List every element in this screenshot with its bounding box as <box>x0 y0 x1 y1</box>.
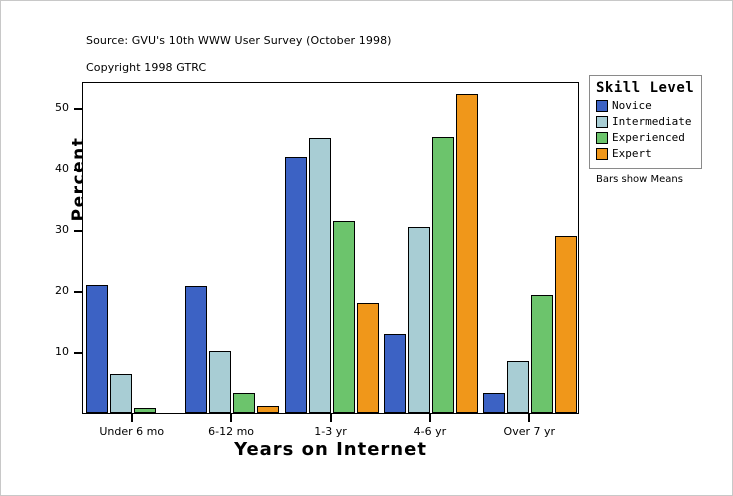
x-axis-tick-mark <box>130 414 133 422</box>
legend-label: Expert <box>612 147 652 160</box>
bar-intermediate-4-6-yr <box>407 227 430 413</box>
y-axis-tick-label: 40 <box>55 161 69 175</box>
bar-experienced-1-3-yr <box>332 220 355 413</box>
x-axis-tick-label: 6-12 mo <box>208 425 255 438</box>
bar-experienced-4-6-yr <box>431 137 454 413</box>
y-axis-tick-mark <box>74 168 82 171</box>
legend-item-intermediate: Intermediate <box>596 114 695 129</box>
legend-swatch-experienced <box>596 131 608 144</box>
bar-novice-over-7-yr <box>483 393 506 413</box>
x-axis-tick-label: 1-3 yr <box>314 425 347 438</box>
legend-label: Experienced <box>612 131 685 144</box>
x-axis-tick-mark <box>230 414 233 422</box>
y-axis-tick-mark <box>74 107 82 110</box>
x-axis-tick-mark <box>329 414 332 422</box>
x-axis-title: Years on Internet <box>234 439 427 460</box>
source-caption: Source: GVU's 10th WWW User Survey (Octo… <box>86 34 392 47</box>
plot-area <box>82 82 579 414</box>
y-axis-tick-mark <box>74 290 82 293</box>
plot-inner <box>83 83 578 413</box>
y-axis-tick-label: 10 <box>55 344 69 358</box>
legend-item-experienced: Experienced <box>596 130 695 145</box>
x-axis-tick-mark <box>528 414 531 422</box>
y-axis-tick-mark <box>74 229 82 232</box>
legend-label: Intermediate <box>612 115 692 128</box>
bar-novice-6-12-mo <box>185 286 208 413</box>
bar-intermediate-over-7-yr <box>507 361 530 413</box>
bar-experienced-over-7-yr <box>531 294 554 413</box>
legend-label: Novice <box>612 99 652 112</box>
legend-item-novice: Novice <box>596 98 695 113</box>
legend-note: Bars show Means <box>596 174 683 185</box>
y-axis-tick-label: 50 <box>55 100 69 114</box>
x-axis-tick-mark <box>428 414 431 422</box>
bar-intermediate-1-3-yr <box>308 138 331 413</box>
bar-novice-4-6-yr <box>383 333 406 413</box>
x-axis-tick-label: 4-6 yr <box>413 425 447 438</box>
legend-title: Skill Level <box>596 80 695 96</box>
legend-swatch-intermediate <box>596 115 608 128</box>
bar-intermediate-6-12-mo <box>209 351 232 413</box>
bar-novice-under-6-mo <box>85 284 108 413</box>
legend-swatch-novice <box>596 99 608 112</box>
bar-novice-1-3-yr <box>284 156 307 413</box>
bar-expert-1-3-yr <box>356 303 379 413</box>
legend-swatch-expert <box>596 147 608 160</box>
legend-item-expert: Expert <box>596 146 695 161</box>
bar-experienced-under-6-mo <box>133 408 156 413</box>
x-axis-tick-label: Over 7 yr <box>503 425 556 438</box>
x-axis-tick-label: Under 6 mo <box>99 425 165 438</box>
legend-rows: Novice Intermediate Experienced Expert <box>596 98 695 161</box>
bar-expert-over-7-yr <box>555 236 578 413</box>
bar-experienced-6-12-mo <box>233 393 256 413</box>
bar-expert-6-12-mo <box>257 406 280 413</box>
bar-intermediate-under-6-mo <box>109 373 132 413</box>
legend: Skill Level Novice Intermediate Experience… <box>589 75 702 169</box>
y-axis-tick-mark <box>74 351 82 354</box>
bar-expert-4-6-yr <box>455 94 478 413</box>
y-axis-tick-label: 30 <box>55 222 69 236</box>
y-axis-tick-label: 20 <box>55 283 69 297</box>
copyright-caption: Copyright 1998 GTRC <box>86 61 207 74</box>
